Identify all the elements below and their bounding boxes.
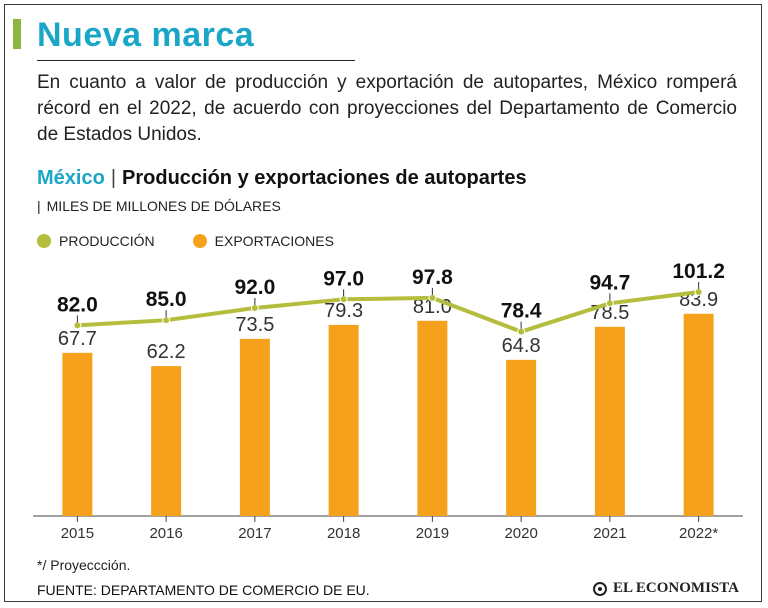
- x-tick-label: 2016: [149, 525, 182, 542]
- x-tick-label: 2018: [327, 525, 360, 542]
- production-value-label: 97.0: [323, 267, 364, 290]
- title-separator: |: [110, 167, 117, 189]
- export-value-label: 67.7: [58, 328, 97, 350]
- unit-separator: |: [37, 198, 41, 214]
- legend: PRODUCCIÓN EXPORTACIONES: [37, 233, 372, 249]
- legend-exports-swatch: [192, 234, 207, 248]
- production-value-label: 101.2: [672, 260, 725, 283]
- production-point: [517, 327, 526, 336]
- chart-title: México | Producción y exportaciones de aut…: [37, 167, 527, 190]
- intro-text: En cuanto a valor de producción y export…: [37, 72, 737, 145]
- source-note: FUENTE: DEPARTAMENTO DE COMERCIO DE EU.: [37, 582, 370, 598]
- production-point: [605, 299, 614, 308]
- production-value-label: 94.7: [589, 271, 630, 294]
- legend-item-exports: EXPORTACIONES: [192, 233, 334, 249]
- export-value-label: 79.3: [324, 300, 363, 322]
- chart-unit-text: MILES DE MILLONES DE DÓLARES: [46, 198, 281, 214]
- production-value-label: 82.0: [57, 293, 98, 316]
- brand: EL ECONOMISTA: [593, 580, 739, 597]
- x-tick-label: 2021: [593, 525, 626, 542]
- x-tick-label: 2019: [416, 525, 449, 542]
- chart-title-text: Producción y exportaciones de autopartes: [122, 167, 527, 189]
- export-bar: [328, 324, 359, 516]
- footnote: */ Proyeccción.: [37, 557, 131, 573]
- export-bar: [417, 320, 448, 516]
- legend-production-swatch: [37, 234, 51, 248]
- chart-unit: | MILES DE MILLONES DE DÓLARES: [37, 198, 281, 214]
- x-tick-label: 2017: [238, 525, 271, 542]
- production-value-label: 97.8: [412, 266, 453, 289]
- chart-country: México: [37, 167, 105, 189]
- export-value-label: 64.8: [502, 335, 541, 357]
- production-value-label: 85.0: [146, 288, 187, 311]
- production-point: [73, 321, 82, 330]
- legend-production-label: PRODUCCIÓN: [59, 233, 155, 249]
- export-bar: [151, 366, 182, 516]
- export-bar: [62, 352, 93, 516]
- accent-bar: [13, 19, 21, 49]
- production-line: [77, 290, 699, 334]
- x-tick-label: 2020: [504, 525, 537, 542]
- production-point: [339, 295, 348, 304]
- legend-item-production: PRODUCCIÓN: [37, 233, 155, 249]
- production-value-label: 78.4: [501, 300, 542, 323]
- export-value-label: 73.5: [235, 314, 274, 336]
- production-point: [250, 304, 259, 313]
- export-bar: [594, 326, 625, 516]
- headline-rule: [37, 60, 355, 61]
- export-bar: [239, 338, 270, 516]
- production-point: [162, 316, 171, 325]
- production-point: [428, 293, 437, 302]
- x-tick-label: 2022*: [679, 525, 718, 542]
- infographic: Nueva marca En cuanto a valor de producc…: [4, 4, 762, 602]
- production-value-label: 92.0: [234, 276, 275, 299]
- production-point: [694, 288, 703, 296]
- brand-logo-icon: [593, 581, 607, 596]
- export-bar: [506, 359, 537, 516]
- export-value-label: 62.2: [147, 341, 186, 363]
- chart-area: 67.7201562.2201673.5201779.3201881.02019…: [33, 260, 743, 542]
- headline: Nueva marca: [37, 16, 255, 54]
- legend-exports-label: EXPORTACIONES: [214, 233, 334, 249]
- x-tick-label: 2015: [61, 525, 94, 542]
- export-bar: [683, 313, 714, 516]
- brand-name: EL ECONOMISTA: [613, 580, 739, 596]
